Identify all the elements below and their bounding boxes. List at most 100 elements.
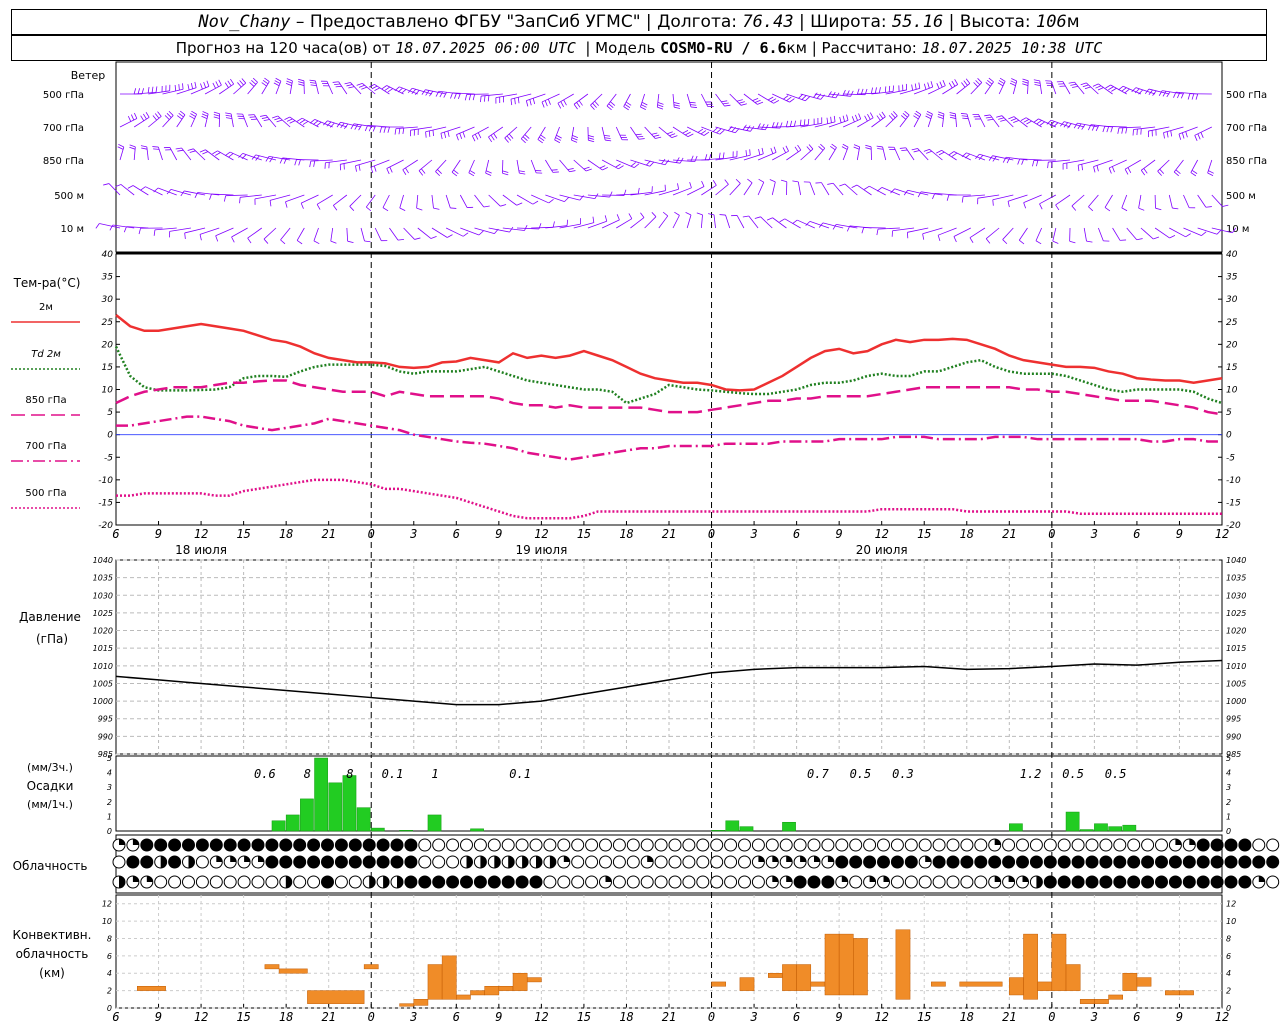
cloud-cell	[1085, 838, 1099, 852]
wind-barb	[1173, 159, 1184, 173]
cloud-fill	[877, 856, 890, 868]
wind-barb-feather	[298, 83, 305, 86]
wind-barb	[1211, 194, 1223, 207]
cloud-cell	[1029, 838, 1043, 852]
wind-barb	[1197, 194, 1207, 208]
wind-barb	[402, 159, 418, 170]
cloud-circle	[974, 875, 988, 889]
cloud-fill	[1099, 876, 1112, 888]
wind-barb	[658, 188, 679, 196]
wind-barb	[573, 159, 587, 172]
wind-barb-feather	[637, 187, 640, 194]
wind-barb-feather	[366, 206, 372, 212]
cloud-cell	[487, 838, 501, 852]
cloud-circle	[543, 875, 557, 889]
cloud-cell	[946, 875, 960, 889]
precip-bar	[328, 782, 343, 832]
cloud-fill	[293, 856, 306, 868]
wind-barb	[254, 194, 277, 200]
conv-bar	[1051, 933, 1067, 991]
wind-barb-feather	[1073, 122, 1078, 129]
wind-barb-feather	[853, 144, 860, 148]
cloud-cell	[223, 855, 237, 869]
wind-barb-feather	[239, 80, 244, 86]
wind-barb-feather	[464, 94, 468, 101]
wind-barb-feather	[225, 114, 232, 117]
cloud-cell	[321, 875, 334, 889]
wind-barb-feather	[509, 226, 514, 233]
cloud-cell	[376, 855, 390, 869]
cloud-cell	[279, 875, 293, 889]
cloud-fill	[363, 839, 376, 851]
precip-3h-label: 0.6	[254, 767, 276, 781]
cloud-cell	[501, 875, 515, 889]
cloud-cell	[432, 855, 446, 869]
cloud-cell	[473, 855, 487, 869]
time-tick-label: 12	[874, 527, 888, 541]
pressure-ytick-label: 990	[98, 732, 113, 741]
cloud-cell	[126, 875, 140, 889]
wind-barb	[1112, 227, 1121, 241]
conv-ytick-label: 10	[102, 917, 112, 926]
wind-barb-feather	[936, 83, 940, 89]
cloud-cell	[1224, 838, 1238, 852]
cloud-fill	[238, 839, 251, 851]
wind-barb-feather	[215, 152, 221, 156]
pressure-ytick-label: 1030	[93, 591, 113, 600]
wind-barb	[169, 227, 191, 232]
precip-ytick-label-right: 3	[1226, 783, 1231, 792]
wind-barb-feather	[421, 89, 426, 95]
wind-barb-feather	[202, 111, 209, 115]
conv-bar	[1065, 964, 1081, 991]
wind-barb	[644, 126, 656, 139]
cloud-quarter	[994, 876, 1001, 882]
cloud-fill	[1002, 856, 1015, 868]
cloud-cell	[1168, 875, 1182, 889]
wind-barb-feather	[1106, 126, 1110, 133]
wind-barb-feather	[537, 139, 543, 144]
time-tick-label-bottom: 9	[495, 1010, 502, 1024]
cloud-fill	[1211, 839, 1224, 851]
wind-barb-feather	[738, 101, 745, 104]
cloud-cell	[821, 875, 835, 889]
wind-barb-feather	[1039, 203, 1043, 210]
wind-barb	[389, 227, 399, 241]
wind-barb-feather	[949, 114, 956, 117]
wind-barb-feather	[190, 82, 194, 90]
wind-level-label-right: 500 м	[1226, 191, 1256, 202]
precip-unit3: (мм/3ч.)	[27, 761, 73, 774]
wind-barb-feather	[917, 191, 922, 198]
cloud-circle	[112, 855, 126, 869]
cloud-cell	[390, 855, 404, 869]
cloud-cell	[738, 875, 751, 889]
wind-barb-feather	[818, 146, 824, 151]
cloud-circle	[751, 875, 765, 889]
wind-barb-feather	[724, 104, 731, 107]
cloud-circle	[626, 838, 640, 852]
wind-barb	[119, 118, 138, 128]
wind-barb-feather	[851, 184, 858, 188]
cloud-quarter	[1022, 876, 1029, 882]
wind-barb-feather	[722, 102, 729, 105]
wind-barb	[225, 194, 248, 197]
cloud-cell	[140, 875, 154, 889]
cloud-fill	[363, 856, 376, 868]
wind-barb-feather	[1033, 79, 1040, 82]
wind-barb-feather	[865, 147, 872, 150]
cloud-cell	[863, 875, 877, 889]
wind-barb-feather	[522, 136, 528, 141]
cloud-fill	[516, 876, 529, 888]
cloud-cell	[293, 855, 307, 869]
cloud-cell	[543, 838, 557, 852]
wind-barb-feather	[708, 213, 715, 216]
cloud-cell	[418, 875, 432, 889]
wind-barb-feather	[212, 82, 216, 89]
wind-barb-feather	[949, 112, 956, 115]
wind-barb-feather	[789, 98, 795, 103]
wind-barb-feather	[191, 110, 197, 115]
wind-barb-feather	[1002, 157, 1007, 163]
wind-barb	[922, 227, 943, 235]
wind-barb-feather	[525, 100, 529, 107]
wind-barb-feather	[1138, 89, 1144, 95]
cloud-fill	[418, 876, 431, 888]
